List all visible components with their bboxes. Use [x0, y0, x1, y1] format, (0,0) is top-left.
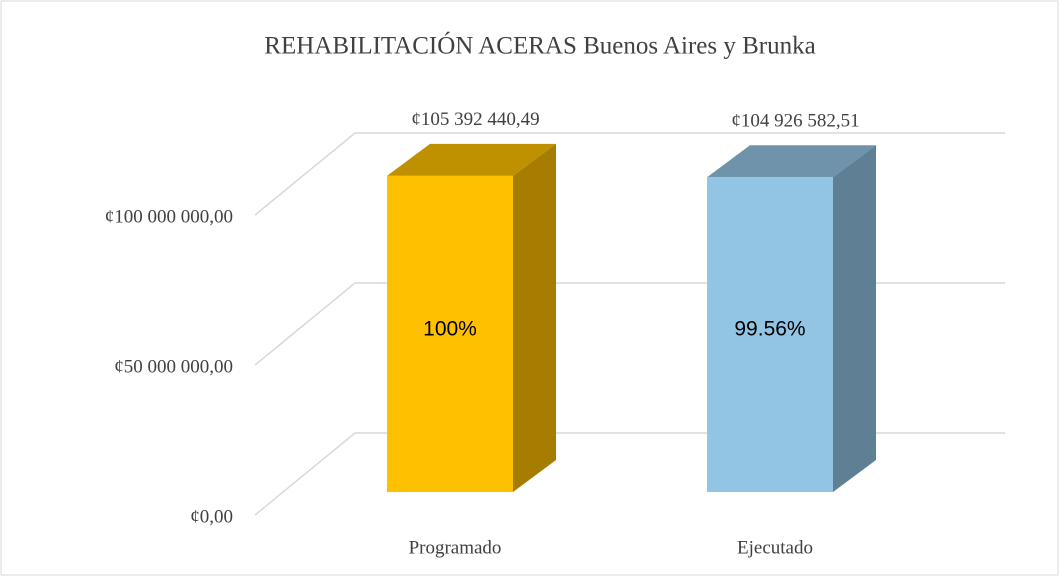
inner-label: 100% [423, 318, 477, 341]
bar-side [833, 145, 876, 492]
bar-top [387, 143, 556, 176]
x-tick-label: Ejecutado [737, 537, 813, 558]
y-tick-label: ¢0,00 [190, 506, 233, 527]
x-tick-label: Programado [409, 537, 502, 558]
bar-side [513, 143, 556, 492]
y-tick-label: ¢100 000 000,00 [105, 206, 233, 227]
chart-title: REHABILITACIÓN ACERAS Buenos Aires y Bru… [264, 32, 815, 60]
bar [387, 175, 513, 492]
inner-label: 99.56% [734, 318, 805, 341]
bar [707, 177, 833, 492]
bar-top [707, 145, 876, 178]
grid-line [254, 132, 1005, 216]
value-label: ¢105 392 440,49 [411, 109, 539, 130]
y-tick-label: ¢50 000 000,00 [114, 356, 233, 377]
value-label: ¢104 926 582,51 [731, 111, 859, 132]
